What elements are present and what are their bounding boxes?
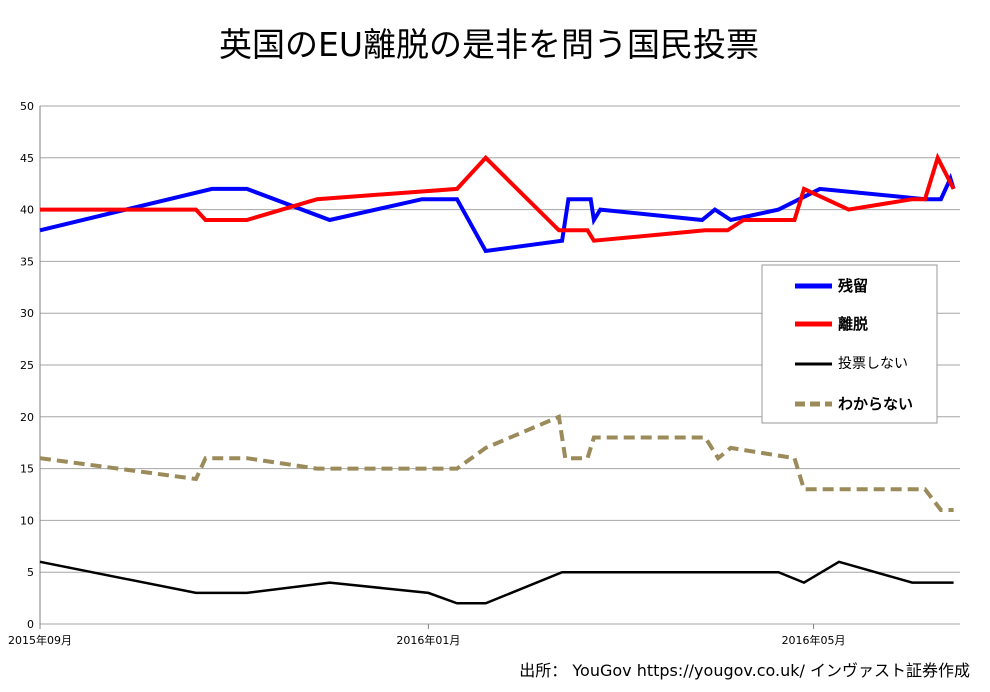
series-lines (39, 152, 956, 605)
legend-label-remain: 残留 (838, 277, 868, 295)
y-axis: 0 5 10 15 20 25 30 35 40 45 50 (20, 100, 41, 631)
chart-title: 英国のEU離脱の是非を問う国民投票 (219, 25, 759, 64)
series-line-remain (39, 172, 956, 254)
x-tick-label: 2016年05月 (782, 633, 846, 647)
gridlines (40, 105, 960, 625)
y-tick-label: 10 (20, 514, 34, 527)
series-line-leave (40, 152, 956, 243)
x-axis: 2015年09月 2016年01月 2016年05月 (8, 624, 846, 647)
y-tick-label: 40 (20, 204, 34, 217)
y-tick-label: 15 (20, 463, 34, 476)
legend-label-leave: 離脱 (838, 315, 868, 333)
y-tick-label: 5 (27, 566, 34, 579)
y-tick-label: 25 (20, 359, 34, 372)
x-tick-label: 2015年09月 (8, 633, 72, 647)
series-line-not-vote (39, 560, 954, 605)
legend-box (761, 264, 938, 424)
y-tick-label: 30 (20, 307, 34, 320)
source-note: 出所： YouGov https://yougov.co.uk/ インヴァスト証… (519, 661, 970, 680)
legend-label-dont-know: わからない (838, 395, 913, 413)
legend-label-not-vote: 投票しない (838, 356, 908, 372)
series-line-dont-know (39, 413, 954, 512)
x-tick-label: 2016年01月 (396, 633, 460, 647)
y-tick-label: 35 (20, 255, 34, 268)
y-tick-label: 20 (20, 411, 34, 424)
y-tick-label: 45 (20, 152, 34, 165)
y-tick-label: 50 (20, 100, 34, 113)
y-tick-label: 0 (27, 618, 34, 631)
legend: 残留 離脱 投票しない わからない (761, 264, 938, 424)
